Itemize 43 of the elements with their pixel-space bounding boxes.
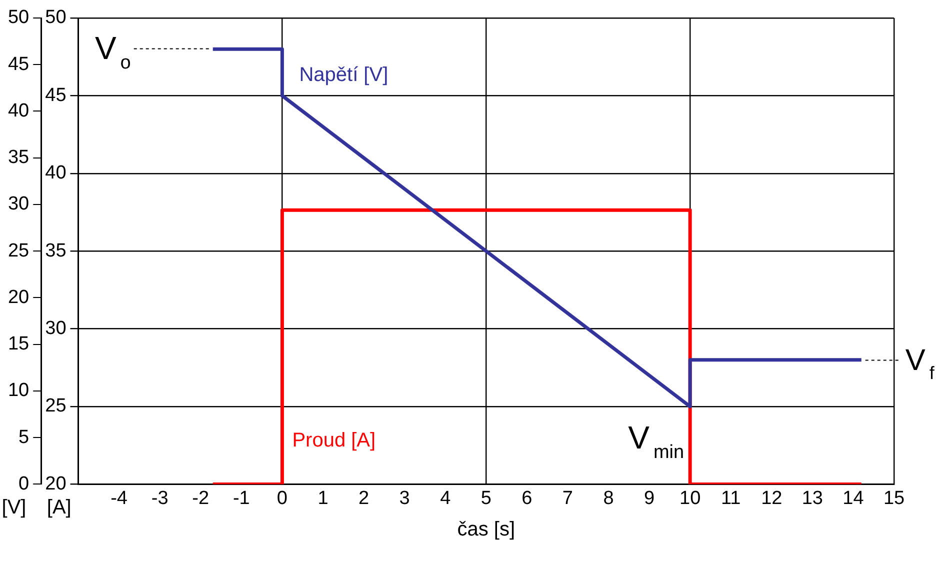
x-tick-label: 3 (399, 488, 410, 509)
x-tick-label: 4 (440, 488, 452, 509)
x-tick-label: -1 (232, 488, 250, 509)
y-tick-label: 50 (8, 7, 30, 28)
x-tick-label: 15 (883, 488, 905, 509)
y-tick-label: 40 (8, 100, 30, 122)
y-tick-label: 35 (8, 147, 30, 168)
x-tick-label: -2 (192, 488, 210, 509)
y-tick-label: 10 (8, 380, 30, 402)
x-axis-title: čas [s] (457, 518, 516, 541)
series-label: Proud [A] (292, 430, 376, 452)
x-tick-label: 10 (679, 488, 701, 509)
x-tick-label: 14 (842, 488, 864, 509)
y-tick-label: 15 (8, 334, 30, 355)
y-tick-label: 20 (8, 286, 30, 308)
x-tick-label: 6 (522, 488, 532, 509)
y2-tick-label: 45 (45, 84, 66, 106)
x-tick-label: -3 (151, 488, 168, 509)
x-tick-label: 0 (276, 488, 288, 509)
x-tick-label: 13 (802, 488, 823, 509)
x-tick-label: 5 (480, 488, 492, 509)
y2-tick-label: 40 (45, 162, 66, 184)
y2-axis-title: [A] (46, 496, 72, 519)
y-tick-label: 45 (8, 54, 30, 75)
y-tick-label: 5 (18, 426, 30, 448)
y2-tick-label: 20 (45, 473, 66, 494)
y2-tick-label: 35 (45, 240, 66, 262)
y2-tick-label: 30 (45, 318, 66, 340)
y2-tick-label: 50 (45, 7, 66, 28)
x-tick-label: -4 (110, 488, 128, 509)
series-label: Napětí [V] (299, 64, 388, 86)
y-tick-label: 0 (18, 473, 30, 494)
x-tick-label: 9 (644, 488, 655, 509)
y-tick-label: 25 (8, 240, 30, 262)
x-tick-label: 11 (720, 488, 741, 509)
x-tick-label: 8 (603, 488, 614, 509)
y-tick-label: 30 (8, 194, 30, 215)
x-tick-label: 1 (318, 488, 328, 509)
y-axis-title: [V] (2, 496, 26, 519)
x-tick-label: 12 (761, 488, 782, 509)
y2-tick-label: 25 (45, 396, 66, 417)
x-tick-label: 2 (358, 488, 370, 509)
x-tick-label: 7 (562, 488, 573, 509)
